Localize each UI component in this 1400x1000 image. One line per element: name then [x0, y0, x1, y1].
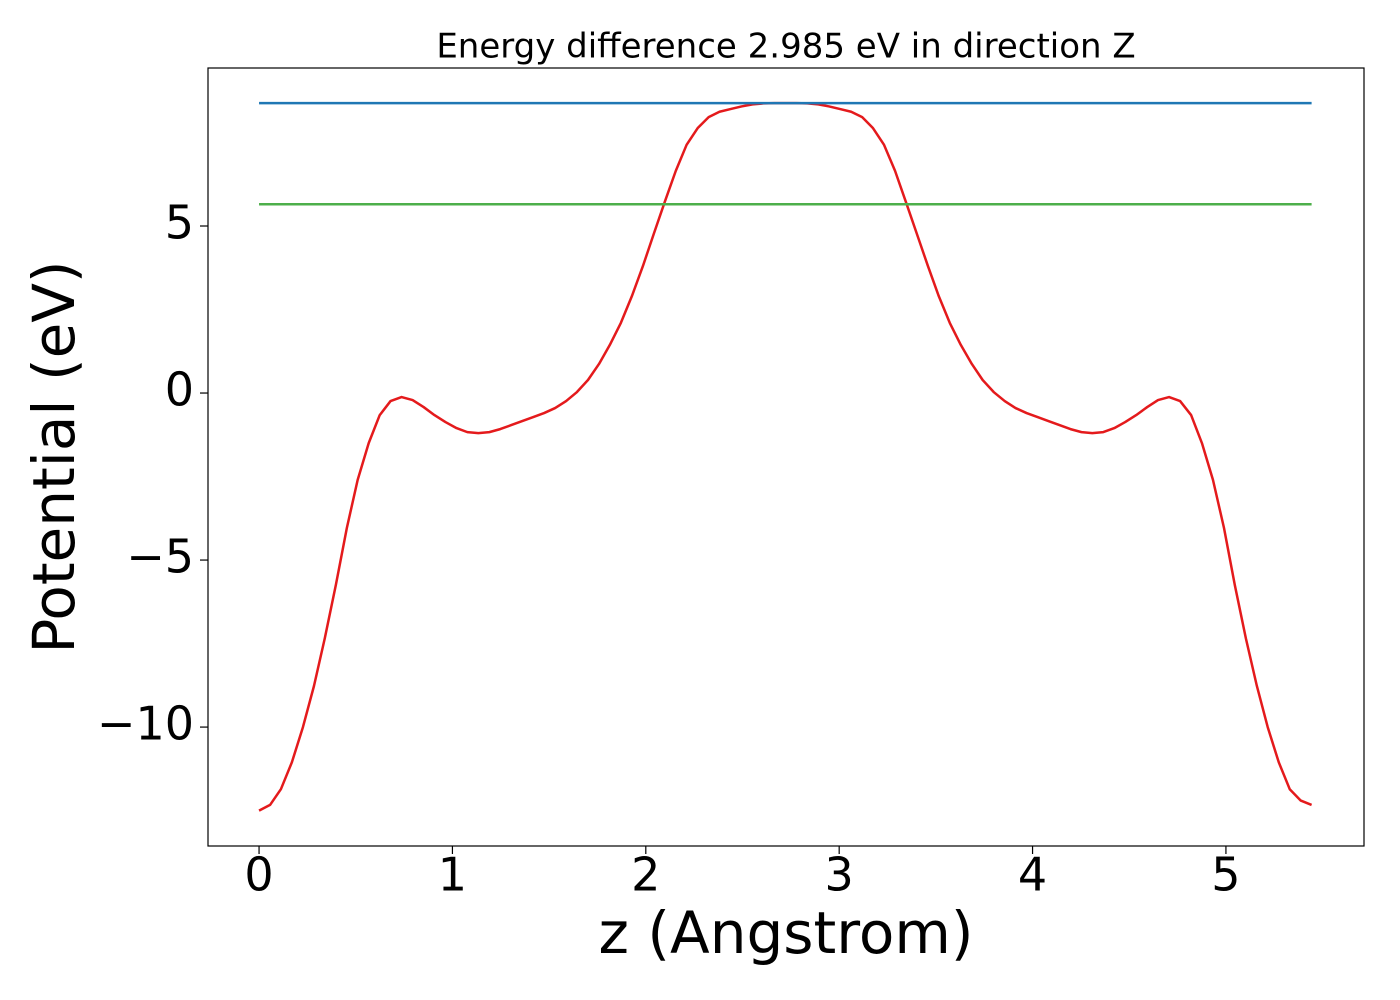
y-axis-label: Potential (eV)	[20, 260, 88, 653]
plot-frame	[207, 67, 1365, 847]
chart-title: Energy difference 2.985 eV in direction …	[436, 27, 1135, 67]
y-tick-label: −5	[126, 530, 194, 584]
x-tick-label: 0	[244, 848, 273, 902]
y-tick-label: 5	[165, 196, 194, 250]
y-tick-label: 0	[165, 363, 194, 417]
y-tick-label: −10	[97, 697, 194, 751]
x-axis-label: z (Angstrom)	[599, 899, 974, 967]
x-tick-label: 5	[1211, 848, 1240, 902]
x-tick-label: 2	[631, 848, 660, 902]
x-tick-label: 1	[438, 848, 467, 902]
x-tick-label: 4	[1018, 848, 1047, 902]
x-tick-label: 3	[825, 848, 854, 902]
